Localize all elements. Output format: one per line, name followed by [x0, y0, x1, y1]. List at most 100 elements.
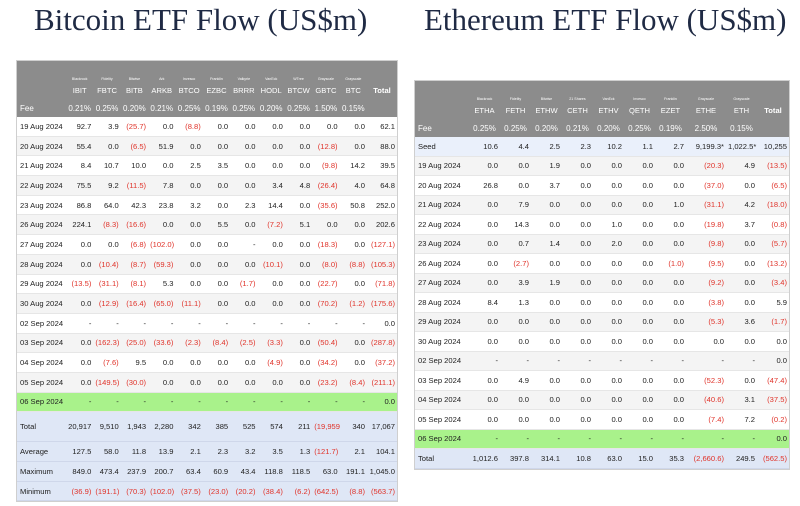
summary-cell: 58.0: [93, 441, 121, 462]
table-row: 27 Aug 2024 0.0 0.0 (6.8) (102.0) 0.0 0.0-0.0 0…: [17, 234, 397, 255]
issuer-header: Bitwise: [531, 81, 562, 101]
flow-cell: 0.0: [593, 370, 624, 391]
flow-cell: (8.1): [120, 274, 149, 295]
flow-cell: (20.3): [686, 156, 726, 176]
flow-cell: (8.8): [175, 117, 203, 137]
btc-flow-table: Blackrock Fidelity Bitwise Ark Invesco Frankl…: [17, 61, 397, 502]
flow-cell: (3.8): [686, 292, 726, 313]
flow-cell: 0.0: [339, 352, 367, 373]
flow-cell: 0.0: [284, 274, 313, 295]
flow-cell: 75.5: [66, 175, 94, 196]
row-date: 19 Aug 2024: [17, 117, 66, 137]
row-total: 64.8: [367, 175, 397, 196]
fee-cell: 0.19%: [202, 100, 231, 117]
flow-cell: (30.0): [120, 372, 149, 393]
flow-cell: 0.0: [257, 234, 285, 255]
flow-cell: 9.2: [93, 175, 121, 196]
flow-cell: 3.4: [257, 175, 285, 196]
summary-label: Total: [415, 448, 469, 469]
flow-cell: 0.0: [469, 195, 500, 215]
fee-cell: 2.50%: [686, 120, 726, 137]
row-date: Seed: [415, 137, 469, 157]
flow-cell: (9.5): [686, 253, 726, 274]
flow-cell: -: [312, 313, 340, 334]
flow-cell: 0.0: [624, 312, 655, 332]
flow-cell: (3.3): [257, 333, 285, 354]
row-date: 04 Sep 2024: [17, 352, 66, 373]
flow-cell: (6.5): [120, 136, 149, 157]
flow-cell: (9.2): [686, 273, 726, 293]
row-total: (127.1): [367, 234, 397, 255]
summary-cell: 127.5: [66, 441, 94, 462]
summary-cell: (191.1): [93, 481, 121, 502]
total-header: Total: [367, 81, 397, 100]
summary-cell: 397.8: [500, 448, 531, 469]
table-row: 06 Sep 2024- - - - - - - - - - -0.0: [17, 392, 397, 413]
flow-cell: 0.0: [531, 253, 562, 274]
flow-cell: 0.0: [284, 333, 313, 354]
flow-cell: 0.0: [624, 390, 655, 410]
flow-cell: 10.0: [120, 155, 149, 177]
flow-cell: 7.2: [726, 409, 757, 430]
flow-cell: (11.5): [120, 175, 149, 196]
table-row: 28 Aug 2024 8.4 1.3 0.0 0.0 0.0 0.0 0.0 (3.8) 0.0…: [415, 292, 789, 313]
flow-cell: -: [562, 429, 593, 449]
ticker-header: BTC: [339, 81, 367, 100]
table-row: 26 Aug 2024 0.0 (2.7) 0.0 0.0 0.0 0.0 (1.0) (9.5…: [415, 253, 789, 274]
table-row: 23 Aug 2024 86.8 64.0 42.3 23.8 3.2 0.0 2.3 14.4…: [17, 195, 397, 216]
row-total: (5.7): [757, 234, 789, 254]
flow-cell: -: [230, 392, 258, 413]
flow-cell: 0.0: [531, 292, 562, 313]
row-date: 19 Aug 2024: [415, 156, 469, 176]
row-date: 03 Sep 2024: [17, 333, 66, 354]
flow-cell: 14.2: [339, 155, 367, 177]
flow-cell: 0.0: [175, 254, 203, 275]
row-total: (71.8): [367, 274, 397, 295]
summary-cell: 342: [175, 411, 203, 443]
issuer-header: Grayscale: [339, 61, 367, 81]
flow-cell: 10.6: [469, 137, 500, 157]
flow-cell: 0.0: [66, 293, 94, 314]
flow-cell: (8.0): [312, 254, 340, 275]
flow-cell: 0.0: [624, 195, 655, 215]
flow-cell: 2.3: [230, 195, 258, 216]
flow-cell: (149.5): [93, 372, 121, 393]
fee-total-spacer: [367, 100, 397, 117]
summary-cell: (36.9): [66, 481, 94, 502]
flow-cell: 0.0: [66, 352, 94, 373]
summary-total: 17,067: [367, 411, 397, 443]
row-date: 30 Aug 2024: [415, 331, 469, 352]
flow-cell: 2.3: [562, 137, 593, 157]
flow-cell: (25.0): [120, 333, 149, 354]
flow-cell: 1,022.5*: [726, 137, 757, 157]
corner-cell: [17, 81, 66, 100]
flow-cell: 0.0: [202, 136, 231, 157]
summary-cell: (121.7): [312, 441, 340, 462]
flow-cell: (2.5): [230, 333, 258, 354]
flow-cell: (8.8): [339, 254, 367, 275]
flow-cell: -: [148, 392, 176, 413]
flow-cell: 3.6: [726, 312, 757, 332]
flow-cell: 10.7: [93, 155, 121, 177]
flow-cell: 0.0: [175, 274, 203, 295]
flow-cell: 0.0: [500, 156, 531, 176]
flow-cell: 5.1: [284, 214, 313, 236]
row-date: 05 Sep 2024: [17, 372, 66, 393]
flow-cell: -: [624, 351, 655, 371]
flow-cell: 0.0: [202, 234, 231, 255]
summary-cell: 249.5: [726, 448, 757, 469]
flow-cell: 0.0: [624, 292, 655, 313]
flow-cell: -: [202, 392, 231, 413]
flow-cell: 86.8: [66, 195, 94, 216]
flow-cell: 2.7: [655, 137, 686, 157]
row-date: 22 Aug 2024: [415, 214, 469, 235]
summary-cell: 314.1: [531, 448, 562, 469]
fee-cell: 0.21%: [148, 100, 176, 117]
flow-cell: -: [202, 313, 231, 334]
flow-cell: 0.0: [257, 136, 285, 157]
summary-cell: 63.4: [175, 461, 203, 482]
flow-cell: 1.0: [655, 195, 686, 215]
fee-cell: 0.21%: [562, 120, 593, 137]
flow-cell: -: [339, 392, 367, 413]
flow-cell: -: [500, 429, 531, 449]
